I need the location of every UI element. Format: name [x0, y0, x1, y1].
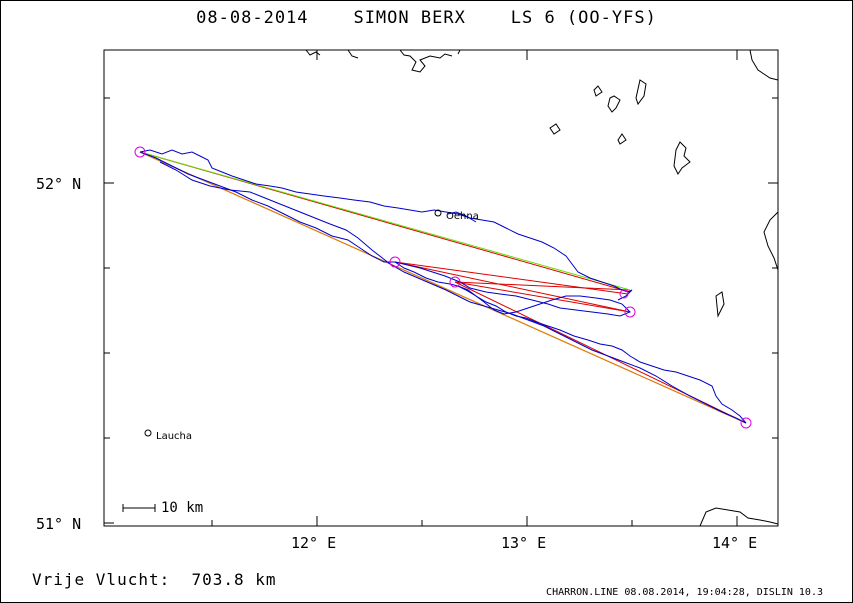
task-leg-5 — [454, 281, 631, 313]
lake-5 — [617, 133, 627, 145]
scale-bar — [122, 504, 156, 512]
lake-6 — [673, 141, 691, 175]
track-southern-2 — [159, 161, 747, 424]
lat-label-52: 52° N — [36, 175, 82, 193]
coastlines — [305, 49, 779, 527]
place-marker-laucha — [144, 429, 152, 437]
turnpoint-start — [134, 146, 146, 158]
turnpoint-end — [740, 417, 752, 429]
footer-text: CHARRON.LINE 08.08.2014, 19:04:28, DISLI… — [546, 587, 823, 598]
place-label-laucha: Laucha — [156, 431, 193, 442]
closing-leg — [139, 151, 747, 424]
lon-label-12: 12° E — [291, 534, 337, 552]
coast-bottom-right — [699, 507, 779, 527]
lake-3 — [635, 79, 647, 106]
turnpoints — [134, 146, 752, 429]
coast-top-2 — [347, 49, 359, 59]
lake-7 — [715, 291, 725, 318]
axis-ticks — [104, 50, 778, 526]
lon-label-14: 14° E — [712, 534, 758, 552]
place-marker-oehna — [434, 209, 442, 217]
lake-2 — [607, 95, 621, 113]
track-southern-1 — [139, 151, 747, 424]
coast-right-1 — [763, 211, 779, 271]
lat-label-51: 51° N — [36, 515, 82, 533]
scale-label: 10 km — [161, 500, 204, 516]
lon-label-13: 13° E — [501, 534, 547, 552]
map-area — [103, 49, 779, 527]
turnpoint-5 — [619, 289, 629, 299]
flight-track — [139, 149, 747, 424]
track-loops — [394, 261, 631, 317]
track-oehna-segment — [447, 211, 477, 223]
turnpoint-3 — [449, 276, 461, 288]
place-label-oehna: Oehna — [446, 211, 479, 222]
map-title: 08-08-2014 SIMON BERX LS 6 (OO-YFS) — [196, 8, 657, 28]
turnpoint-4 — [624, 306, 636, 318]
lake-4 — [549, 123, 561, 135]
coast-top-1 — [305, 49, 321, 56]
free-flight-leg — [139, 151, 631, 291]
lake-1 — [593, 85, 603, 97]
coast-top-4 — [457, 49, 461, 55]
task-leg-3 — [394, 261, 629, 295]
coast-top-3 — [399, 49, 453, 73]
turnpoint-2 — [389, 256, 401, 268]
task-leg-4 — [454, 281, 631, 291]
track-northern — [139, 149, 633, 301]
task-leg-2 — [394, 261, 631, 313]
distance-text: Vrije Vlucht: 703.8 km — [32, 570, 277, 589]
coast-top-right — [749, 49, 779, 81]
